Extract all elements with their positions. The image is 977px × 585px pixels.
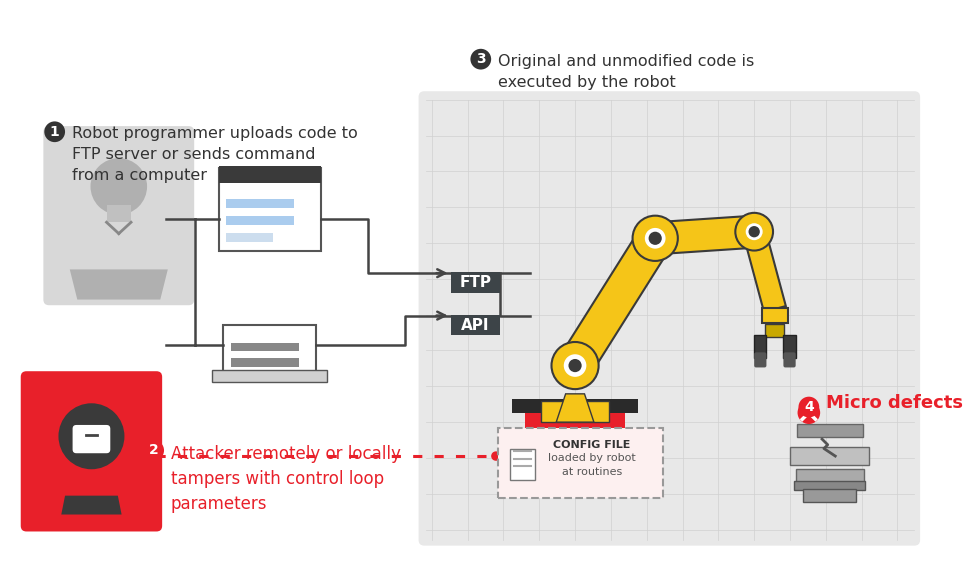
FancyBboxPatch shape [226, 199, 294, 208]
FancyBboxPatch shape [753, 352, 766, 367]
FancyBboxPatch shape [450, 315, 499, 335]
FancyBboxPatch shape [789, 446, 869, 466]
FancyBboxPatch shape [106, 205, 131, 222]
Circle shape [735, 213, 772, 250]
FancyBboxPatch shape [802, 489, 855, 503]
Text: 3: 3 [476, 52, 486, 66]
Text: 1: 1 [50, 125, 60, 139]
Circle shape [562, 436, 587, 461]
Circle shape [91, 158, 147, 215]
FancyBboxPatch shape [765, 324, 784, 338]
Circle shape [797, 397, 819, 418]
Circle shape [744, 223, 762, 240]
FancyBboxPatch shape [231, 358, 299, 367]
Circle shape [632, 216, 677, 261]
FancyBboxPatch shape [226, 216, 294, 225]
Text: Robot programmer uploads code to
FTP server or sends command
from a computer: Robot programmer uploads code to FTP ser… [71, 126, 357, 183]
Text: Original and unmodified code is
executed by the robot: Original and unmodified code is executed… [497, 53, 753, 90]
Circle shape [560, 433, 589, 463]
Text: API: API [460, 318, 488, 332]
FancyBboxPatch shape [226, 233, 274, 242]
FancyBboxPatch shape [511, 470, 638, 483]
Polygon shape [559, 229, 669, 375]
Circle shape [568, 359, 581, 372]
FancyBboxPatch shape [418, 91, 919, 546]
FancyBboxPatch shape [795, 469, 863, 484]
FancyBboxPatch shape [223, 325, 316, 380]
Polygon shape [743, 229, 786, 312]
FancyBboxPatch shape [219, 166, 320, 183]
Polygon shape [62, 495, 121, 515]
Text: Attacker remotely or locally
tampers with control loop
parameters: Attacker remotely or locally tampers wit… [170, 445, 401, 512]
FancyBboxPatch shape [21, 371, 162, 532]
Polygon shape [556, 394, 593, 422]
FancyBboxPatch shape [231, 343, 299, 352]
FancyBboxPatch shape [793, 480, 865, 490]
FancyBboxPatch shape [783, 352, 795, 367]
Polygon shape [654, 216, 754, 254]
FancyBboxPatch shape [219, 167, 320, 250]
FancyBboxPatch shape [761, 308, 787, 323]
FancyBboxPatch shape [72, 425, 110, 453]
Circle shape [551, 342, 598, 389]
FancyBboxPatch shape [511, 400, 638, 412]
Circle shape [796, 401, 820, 424]
FancyBboxPatch shape [43, 126, 194, 305]
Circle shape [747, 226, 759, 238]
Circle shape [648, 232, 661, 245]
FancyBboxPatch shape [540, 401, 609, 422]
Text: loaded by robot
at routines: loaded by robot at routines [547, 453, 635, 477]
Text: !: ! [571, 439, 578, 457]
FancyBboxPatch shape [509, 449, 534, 480]
FancyBboxPatch shape [212, 370, 326, 381]
Circle shape [490, 452, 500, 461]
Circle shape [563, 355, 586, 377]
Polygon shape [69, 270, 168, 300]
Circle shape [470, 49, 490, 70]
Circle shape [144, 440, 164, 461]
Text: CONFIG FILE: CONFIG FILE [553, 440, 630, 450]
FancyBboxPatch shape [796, 424, 862, 437]
FancyBboxPatch shape [783, 335, 795, 358]
FancyBboxPatch shape [450, 272, 499, 293]
Circle shape [644, 228, 665, 249]
Circle shape [44, 122, 65, 142]
Text: Micro defects: Micro defects [825, 394, 961, 412]
Text: 2: 2 [149, 443, 158, 457]
FancyBboxPatch shape [525, 403, 624, 479]
FancyBboxPatch shape [497, 428, 662, 498]
Text: FTP: FTP [458, 275, 490, 290]
Text: 4: 4 [803, 400, 813, 414]
Circle shape [59, 403, 124, 469]
FancyBboxPatch shape [753, 335, 766, 358]
